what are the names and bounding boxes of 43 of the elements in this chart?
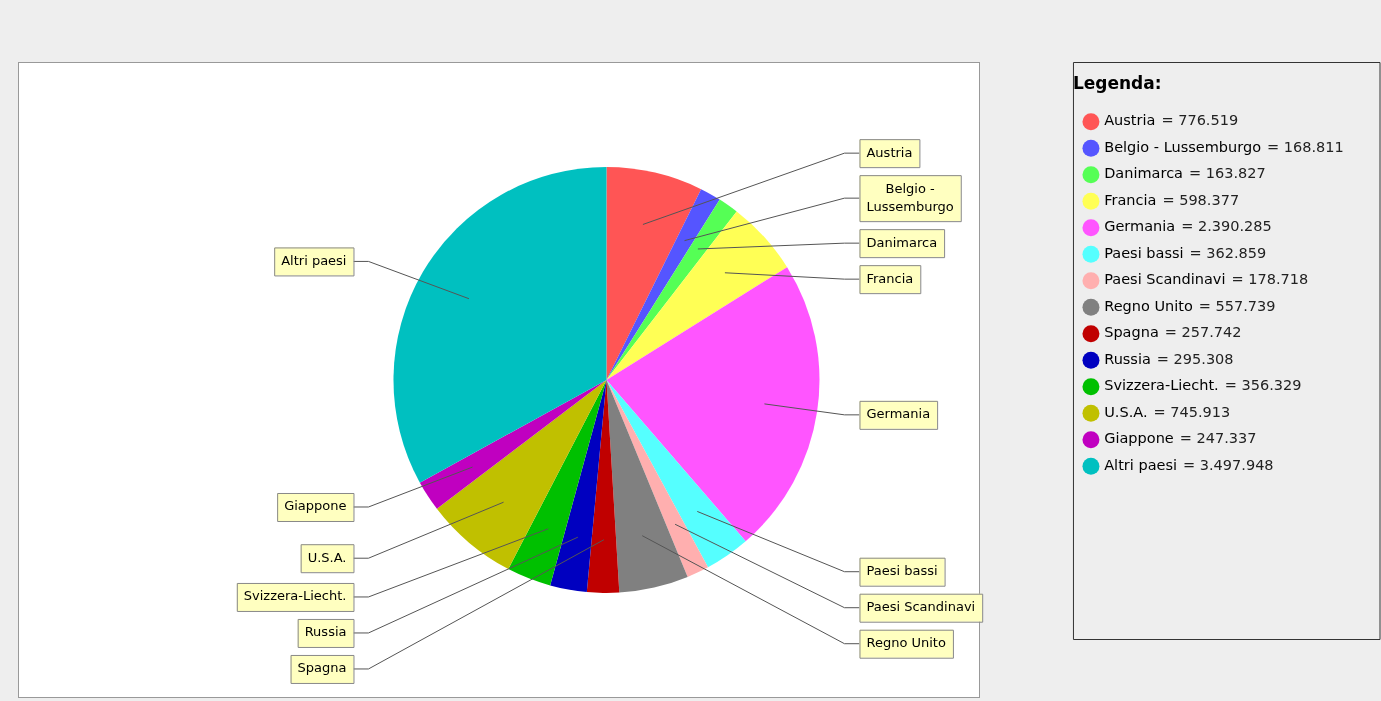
- data-label: = 598.377: [1162, 191, 1240, 208]
- legend-title: Legenda:: [1072, 72, 1162, 93]
- data-label: = 356.329: [1224, 377, 1302, 394]
- legend-label: Giappone: [1104, 430, 1174, 447]
- legend-label: Danimarca: [1104, 165, 1183, 182]
- legend-label: U.S.A.: [1104, 403, 1148, 420]
- slice-label: Francia: [866, 270, 914, 286]
- data-label: = 362.859: [1189, 244, 1267, 261]
- legend-label: Regno Unito: [1104, 297, 1193, 314]
- slice-label: Paesi bassi: [866, 563, 938, 579]
- legend-label: Altri paesi: [1104, 456, 1178, 473]
- slice-label: U.S.A.: [307, 549, 347, 565]
- slice-label: Regno Unito: [866, 635, 946, 651]
- legend-label: Russia: [1104, 350, 1151, 367]
- data-label: = 247.337: [1179, 430, 1257, 447]
- slice-label: Spagna: [297, 660, 347, 676]
- data-label: = 257.742: [1164, 324, 1242, 341]
- data-label: = 3.497.948: [1183, 456, 1274, 473]
- data-label: = 295.308: [1156, 350, 1234, 367]
- slice-label: Giappone: [284, 498, 347, 514]
- slice-label: Belgio - Lussemburgo: [866, 180, 954, 214]
- slice-label: Altri paesi: [281, 252, 347, 268]
- data-label: = 178.718: [1231, 271, 1309, 288]
- slice-label: Svizzera-Liecht.: [243, 588, 347, 604]
- legend-label: Austria: [1104, 112, 1156, 129]
- legend-label: Paesi bassi: [1104, 244, 1184, 261]
- legend-label: Francia: [1104, 191, 1157, 208]
- slice-label: Russia: [304, 624, 347, 640]
- data-label: = 557.739: [1198, 297, 1276, 314]
- data-label: = 745.913: [1153, 403, 1231, 420]
- legend-label: Belgio - Lussemburgo: [1104, 138, 1262, 155]
- legend-label: Germania: [1104, 218, 1176, 235]
- data-label: = 163.827: [1188, 165, 1266, 182]
- data-label: = 776.519: [1161, 112, 1239, 129]
- legend-label: Svizzera-Liecht.: [1104, 377, 1219, 394]
- data-label: = 168.811: [1267, 138, 1344, 155]
- legend-label: Spagna: [1104, 324, 1159, 341]
- slice-label: Austria: [866, 144, 913, 160]
- slice-label: Paesi Scandinavi: [866, 599, 976, 615]
- legend-label: Paesi Scandinavi: [1104, 271, 1226, 288]
- data-label: = 2.390.285: [1181, 218, 1272, 235]
- slice-label: Danimarca: [866, 234, 938, 250]
- slice-label: Germania: [866, 406, 931, 422]
